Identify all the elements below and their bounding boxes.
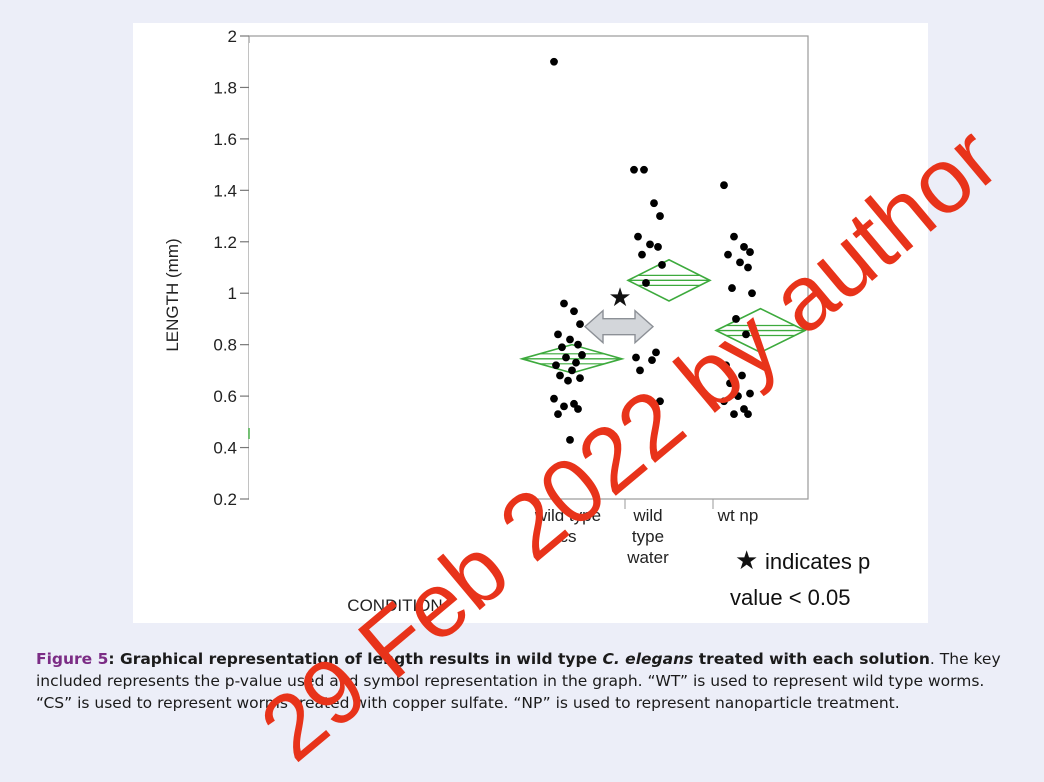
data-point [650, 199, 658, 208]
data-point [648, 356, 656, 364]
caption-title-part1: Graphical representation of length resul… [119, 650, 603, 668]
data-point [746, 248, 754, 256]
data-point [558, 343, 566, 352]
y-tick-label: 1.2 [213, 233, 237, 252]
data-point [636, 366, 644, 375]
data-point [748, 289, 756, 298]
y-ticks: 0.2 0.4 0.6 0.8 1 1.2 1.4 1.6 1.8 2 [213, 27, 249, 509]
data-point [566, 435, 574, 444]
data-point [652, 348, 660, 357]
caption-body: . The key included represents the p-valu… [36, 650, 1001, 712]
data-point [732, 315, 740, 323]
data-point [746, 389, 754, 398]
x-category-label: wild type [534, 506, 601, 525]
data-point [560, 402, 568, 411]
significance-legend: ★ indicates p value < 0.05 [722, 541, 928, 621]
data-point [724, 250, 732, 259]
data-point [634, 232, 642, 241]
y-tick-label: 0.6 [213, 387, 237, 406]
data-point [720, 397, 728, 406]
data-point [570, 307, 578, 316]
y-axis-label: LENGTH (mm) [163, 238, 182, 351]
data-point [744, 410, 752, 419]
data-marks: ★ [519, 57, 807, 444]
legend-star-icon: ★ [735, 546, 758, 576]
x-category-label: wt np [717, 506, 759, 525]
legend-background [722, 541, 928, 621]
data-point [726, 379, 734, 388]
y-tick-label: 1.4 [213, 181, 237, 200]
data-point [550, 394, 558, 403]
x-category-label: cs [560, 527, 577, 546]
y-tick-label: 1.6 [213, 130, 237, 149]
caption-separator: : [108, 650, 120, 668]
data-point [560, 299, 568, 308]
x-category-label: water [626, 548, 669, 567]
data-point [742, 330, 750, 339]
data-point [646, 240, 654, 249]
legend-text-line: indicates p [765, 549, 870, 574]
data-point [642, 279, 650, 287]
significance-star: ★ [608, 283, 631, 313]
data-point [574, 340, 582, 349]
x-category-labels: wild type cs wild type water wt np [534, 506, 758, 567]
y-tick-label: 1.8 [213, 78, 237, 97]
data-point [730, 410, 738, 419]
data-point [552, 361, 560, 370]
data-point [734, 392, 742, 401]
figure-caption: Figure 5: Graphical representation of le… [36, 648, 1021, 714]
data-point [736, 258, 744, 267]
data-point [632, 353, 640, 362]
caption-title-part2: treated with each solution [693, 650, 930, 668]
data-point [562, 353, 570, 362]
data-point [640, 165, 648, 174]
data-point [638, 250, 646, 259]
data-point [554, 330, 562, 339]
figure-panel: 0.2 0.4 0.6 0.8 1 1.2 1.4 1.6 1.8 2 ★ wild type cs… [133, 23, 928, 623]
y-tick-label: 2 [228, 27, 237, 46]
significance-arrow [583, 309, 655, 345]
legend-text-line: value < 0.05 [730, 585, 850, 610]
data-point [554, 410, 562, 419]
length-scatter-chart: 0.2 0.4 0.6 0.8 1 1.2 1.4 1.6 1.8 2 ★ wild type cs… [163, 27, 928, 621]
x-category-label: wild [632, 506, 662, 525]
y-tick-label: 0.4 [213, 439, 237, 458]
data-point [656, 212, 664, 220]
data-point [550, 57, 558, 66]
y-tick-label: 0.8 [213, 336, 237, 355]
data-point [722, 361, 730, 370]
data-point [576, 374, 584, 383]
data-point [556, 371, 564, 380]
data-point [572, 358, 580, 367]
data-point [574, 405, 582, 413]
data-point [656, 397, 664, 406]
data-point [658, 261, 666, 269]
x-category-label: type [632, 527, 664, 546]
data-point [568, 366, 576, 375]
x-axis-label: CONDITION [347, 596, 442, 615]
data-point [576, 320, 584, 328]
y-tick-label: 1 [228, 284, 237, 303]
y-tick-label: 0.2 [213, 490, 237, 509]
figure-number: Figure 5 [36, 650, 109, 668]
data-point [654, 243, 662, 251]
data-point [720, 181, 728, 190]
data-point [730, 232, 738, 241]
data-point [738, 371, 746, 380]
data-point [630, 165, 638, 174]
data-point [578, 351, 586, 359]
data-point [728, 284, 736, 292]
caption-species: C. elegans [602, 650, 694, 668]
data-point [566, 335, 574, 344]
data-point [740, 243, 748, 251]
plot-mask [249, 43, 519, 557]
data-point [564, 376, 572, 385]
data-point [744, 263, 752, 272]
